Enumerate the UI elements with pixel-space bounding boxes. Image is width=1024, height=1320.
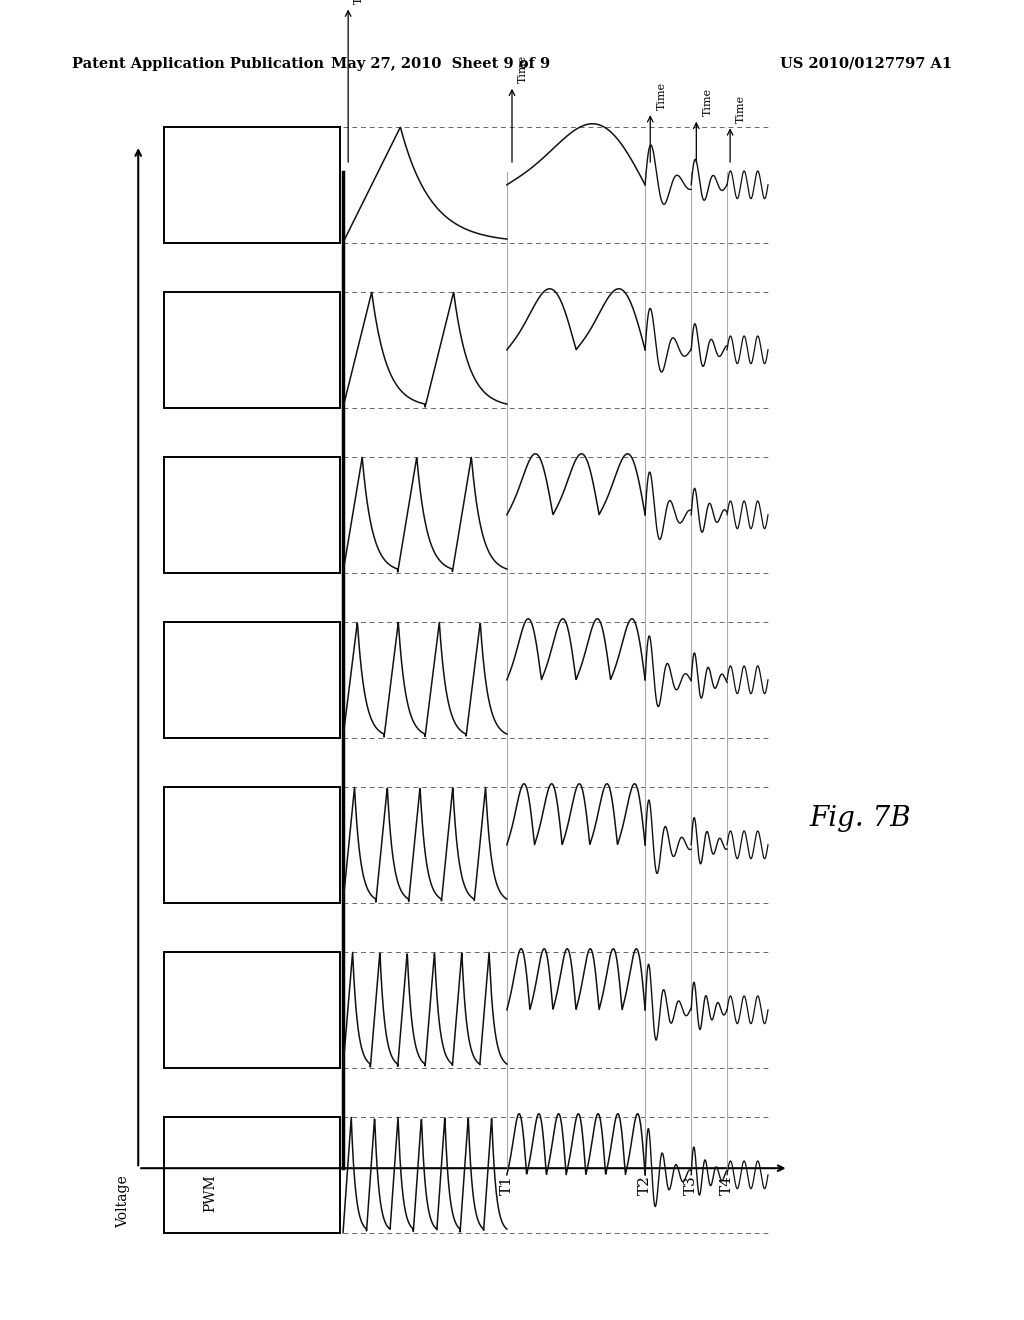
Text: Time: Time xyxy=(702,88,713,116)
Text: Time: Time xyxy=(736,95,746,123)
Text: Patent Application Publication: Patent Application Publication xyxy=(72,57,324,71)
Text: T2: T2 xyxy=(638,1175,652,1195)
Text: Fig. 7B: Fig. 7B xyxy=(809,805,911,832)
Text: Time: Time xyxy=(656,82,667,110)
Text: PWM: PWM xyxy=(203,1175,217,1213)
Text: Voltage: Voltage xyxy=(116,1175,130,1228)
Text: Time: Time xyxy=(354,0,365,4)
Text: US 2010/0127797 A1: US 2010/0127797 A1 xyxy=(780,57,952,71)
Text: T1: T1 xyxy=(500,1175,514,1195)
Text: T3: T3 xyxy=(684,1175,698,1195)
Text: T4: T4 xyxy=(720,1175,734,1195)
Text: Time: Time xyxy=(518,55,528,83)
Text: May 27, 2010  Sheet 9 of 9: May 27, 2010 Sheet 9 of 9 xyxy=(331,57,550,71)
